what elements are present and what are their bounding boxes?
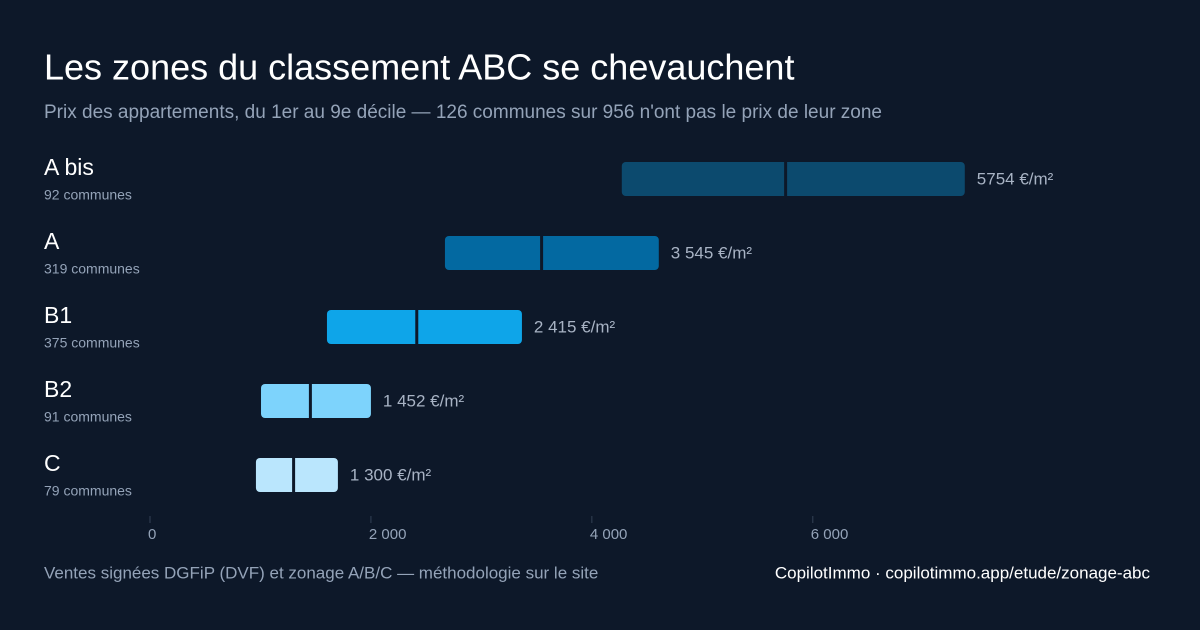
value-label: 1 300 €/m² [350, 465, 432, 484]
value-label: 2 415 €/m² [534, 317, 616, 336]
x-tick-label: 6 000 [811, 526, 849, 543]
range-bar [444, 236, 659, 270]
chart-title: Les zones du classement ABC se chevauche… [44, 47, 794, 88]
x-tick-label: 0 [148, 526, 156, 543]
credit: CopilotImmo · copilotimmo.app/etude/zona… [775, 563, 1151, 582]
category-sublabel: 319 communes [44, 261, 140, 277]
x-tick-label: 4 000 [590, 526, 628, 543]
category-sublabel: 92 communes [44, 187, 132, 203]
range-bar [255, 458, 338, 492]
source-note: Ventes signées DGFiP (DVF) et zonage A/B… [44, 563, 598, 582]
category-label: B2 [44, 376, 72, 402]
chart-subtitle: Prix des appartements, du 1er au 9e déci… [44, 102, 882, 123]
category-sublabel: 91 communes [44, 409, 132, 425]
category-label: B1 [44, 302, 72, 328]
value-label: 3 545 €/m² [671, 243, 753, 262]
category-sublabel: 375 communes [44, 335, 140, 351]
category-label: A [44, 228, 60, 254]
range-bar [326, 310, 522, 344]
value-label: 5754 €/m² [977, 169, 1054, 188]
category-sublabel: 79 communes [44, 483, 132, 499]
x-tick-label: 2 000 [369, 526, 407, 543]
category-label: C [44, 450, 61, 476]
value-label: 1 452 €/m² [383, 391, 465, 410]
range-bar [621, 162, 965, 196]
category-label: A bis [44, 154, 94, 180]
range-bar [261, 384, 371, 418]
